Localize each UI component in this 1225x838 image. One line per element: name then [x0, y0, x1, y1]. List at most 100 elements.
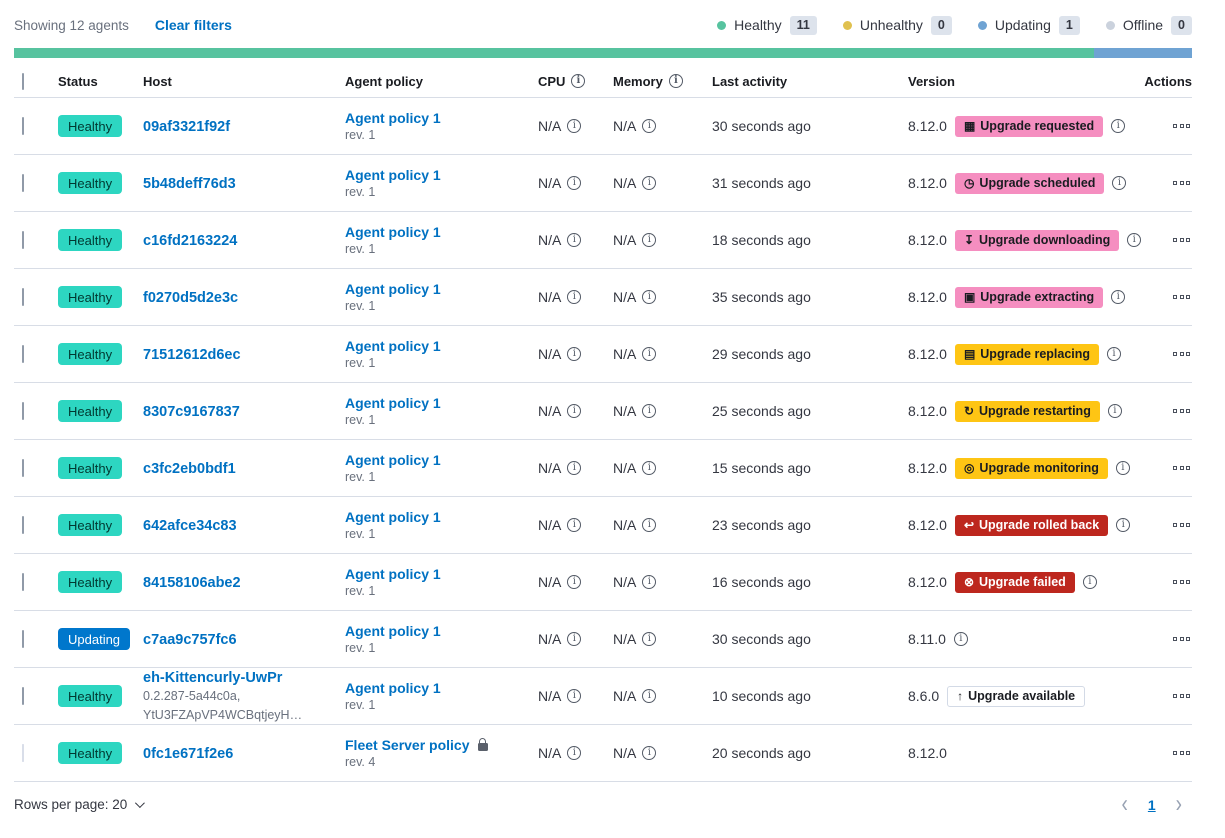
memory-value-info-icon[interactable]	[642, 176, 657, 190]
cpu-value-info-icon[interactable]	[567, 518, 582, 532]
host-link[interactable]: f0270d5d2e3c	[143, 289, 239, 306]
version-info-icon[interactable]	[1111, 119, 1126, 133]
host-link[interactable]: 642afce34c83	[143, 517, 237, 534]
host-link[interactable]: 84158106abe2	[143, 574, 241, 591]
memory-value-info-icon[interactable]	[642, 518, 657, 532]
memory-value-info-icon[interactable]	[642, 404, 657, 418]
agent-policy-link[interactable]: Agent policy 1	[345, 680, 441, 696]
legend-item-offline[interactable]: Offline 0	[1105, 15, 1192, 35]
row-checkbox[interactable]	[22, 573, 24, 591]
legend-item-unhealthy[interactable]: Unhealthy 0	[842, 15, 952, 35]
clear-filters-link[interactable]: Clear filters	[154, 17, 232, 33]
cpu-value-info-icon[interactable]	[567, 347, 582, 361]
version-value: 8.12.0	[908, 460, 947, 476]
host-link[interactable]: c3fc2eb0bdf1	[143, 460, 236, 477]
version-info-icon[interactable]	[1115, 461, 1130, 475]
memory-value-info-icon[interactable]	[642, 119, 657, 133]
page-number-1[interactable]: 1	[1147, 796, 1156, 813]
header-last-activity: Last activity	[712, 73, 788, 89]
row-checkbox[interactable]	[22, 288, 24, 306]
cpu-value-info-icon[interactable]	[567, 746, 582, 760]
host-link[interactable]: 5b48deff76d3	[143, 175, 236, 192]
memory-value-info-icon[interactable]	[642, 461, 657, 475]
memory-value-info-icon[interactable]	[642, 233, 657, 247]
host-link[interactable]: 09af3321f92f	[143, 118, 231, 135]
host-link[interactable]: 71512612d6ec	[143, 346, 241, 363]
cpu-value-info-icon[interactable]	[567, 176, 582, 190]
next-page-button[interactable]: ›	[1175, 790, 1182, 819]
host-link[interactable]: c7aa9c757fc6	[143, 631, 237, 648]
row-actions-button[interactable]	[1171, 462, 1192, 474]
cpu-value: N/A	[538, 118, 562, 134]
cpu-value-info-icon[interactable]	[567, 290, 582, 304]
version-info-icon[interactable]	[1127, 233, 1142, 247]
agent-policy-link[interactable]: Agent policy 1	[345, 452, 441, 468]
row-checkbox[interactable]	[22, 117, 24, 135]
row-actions-button[interactable]	[1171, 291, 1192, 303]
version-info-icon[interactable]	[1107, 404, 1122, 418]
memory-value-info-icon[interactable]	[642, 575, 657, 589]
agent-policy-link[interactable]: Agent policy 1	[345, 224, 441, 240]
memory-info-icon[interactable]	[668, 74, 683, 88]
host-link[interactable]: c16fd2163224	[143, 232, 238, 249]
memory-value-info-icon[interactable]	[642, 632, 657, 646]
cpu-value-info-icon[interactable]	[567, 575, 582, 589]
row-actions-button[interactable]	[1171, 177, 1192, 189]
row-actions-button[interactable]	[1171, 576, 1192, 588]
row-actions-button[interactable]	[1171, 747, 1192, 759]
agent-policy-link[interactable]: Agent policy 1	[345, 110, 441, 126]
version-info-icon[interactable]	[1116, 518, 1131, 532]
previous-page-button[interactable]: ‹	[1121, 790, 1128, 819]
row-actions-button[interactable]	[1171, 519, 1192, 531]
cpu-value-info-icon[interactable]	[567, 461, 582, 475]
agent-policy-link[interactable]: Agent policy 1	[345, 566, 441, 582]
memory-value-info-icon[interactable]	[642, 347, 657, 361]
cpu-value-info-icon[interactable]	[567, 632, 582, 646]
row-checkbox[interactable]	[22, 459, 24, 477]
host-link[interactable]: eh-Kittencurly-UwPr	[143, 669, 283, 686]
row-checkbox[interactable]	[22, 687, 24, 705]
agent-policy-link[interactable]: Agent policy 1	[345, 338, 441, 354]
cpu-value: N/A	[538, 460, 562, 476]
row-actions-button[interactable]	[1171, 120, 1192, 132]
cpu-value-info-icon[interactable]	[567, 404, 582, 418]
agent-policy-link[interactable]: Agent policy 1	[345, 167, 441, 183]
row-actions-button[interactable]	[1171, 690, 1192, 702]
row-actions-button[interactable]	[1171, 405, 1192, 417]
memory-value-info-icon[interactable]	[642, 290, 657, 304]
row-actions-button[interactable]	[1171, 348, 1192, 360]
row-checkbox[interactable]	[22, 402, 24, 420]
version-info-icon[interactable]	[1107, 347, 1122, 361]
row-checkbox[interactable]	[22, 744, 24, 762]
cpu-value-info-icon[interactable]	[567, 233, 582, 247]
agent-policy-link[interactable]: Agent policy 1	[345, 395, 441, 411]
row-actions-button[interactable]	[1171, 633, 1192, 645]
row-actions-button[interactable]	[1171, 234, 1192, 246]
row-checkbox[interactable]	[22, 345, 24, 363]
agent-status-badge: Healthy	[58, 115, 123, 137]
row-checkbox[interactable]	[22, 630, 24, 648]
host-link[interactable]: 0fc1e671f2e6	[143, 745, 234, 762]
rows-per-page-button[interactable]: Rows per page: 20	[14, 797, 146, 812]
memory-value-info-icon[interactable]	[642, 746, 657, 760]
memory-value-info-icon[interactable]	[642, 689, 657, 703]
agent-policy-link[interactable]: Agent policy 1	[345, 281, 441, 297]
legend-item-healthy[interactable]: Healthy 11	[717, 15, 817, 35]
row-checkbox[interactable]	[22, 174, 24, 192]
row-checkbox[interactable]	[22, 516, 24, 534]
agent-policy-link[interactable]: Agent policy 1	[345, 623, 441, 639]
upgrade-status-badge: Upgrade available	[947, 685, 1086, 707]
cpu-value-info-icon[interactable]	[567, 689, 582, 703]
cpu-info-icon[interactable]	[571, 74, 586, 88]
host-link[interactable]: 8307c9167837	[143, 403, 240, 420]
agent-policy-link[interactable]: Fleet Server policy	[345, 737, 470, 753]
version-info-icon[interactable]	[953, 632, 968, 646]
version-info-icon[interactable]	[1112, 176, 1127, 190]
row-checkbox[interactable]	[22, 231, 24, 249]
select-all-checkbox[interactable]	[22, 72, 24, 90]
legend-item-updating[interactable]: Updating 1	[977, 15, 1080, 35]
version-info-icon[interactable]	[1111, 290, 1126, 304]
version-info-icon[interactable]	[1082, 575, 1097, 589]
agent-policy-link[interactable]: Agent policy 1	[345, 509, 441, 525]
cpu-value-info-icon[interactable]	[567, 119, 582, 133]
